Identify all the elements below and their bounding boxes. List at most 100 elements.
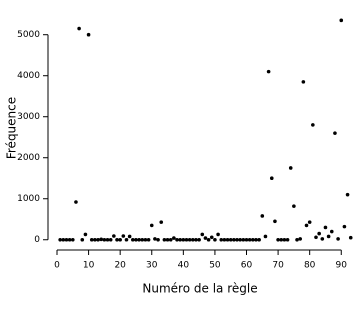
point [118,237,122,242]
y-tick-label: 4000 [17,71,40,81]
point [317,231,321,236]
point [232,237,236,242]
point [93,237,97,242]
x-tick-label: 60 [241,261,253,271]
point [80,237,85,242]
point [131,237,135,242]
point [165,237,170,242]
point [153,237,157,241]
x-tick-label: 40 [178,261,190,271]
point [251,237,255,242]
point [86,32,91,37]
y-tick-label: 1000 [17,194,40,204]
point [105,237,110,242]
point [162,237,167,242]
point [244,237,249,242]
point [222,237,227,242]
x-tick-label: 30 [146,261,158,271]
point [140,237,145,242]
x-tick-label: 90 [336,261,348,271]
point [137,237,141,242]
point [279,237,284,242]
point [156,237,160,242]
point [263,234,268,239]
point [260,214,265,218]
point [96,237,100,242]
point [282,237,287,242]
point [194,237,198,242]
point [89,237,94,242]
point [146,237,151,242]
point [175,237,179,242]
point [241,237,246,242]
point [235,237,239,242]
point [216,232,220,237]
point [273,219,277,224]
point [200,232,205,237]
point [112,234,116,238]
point [295,237,299,242]
point [329,229,334,234]
point [219,237,224,242]
point [172,236,176,240]
point [285,237,290,242]
point [134,237,138,242]
point [339,18,344,23]
point [108,237,113,242]
point [70,237,75,242]
point [67,237,72,242]
point [77,26,81,31]
x-tick-label: 80 [304,261,316,271]
point [276,237,280,242]
point [64,237,69,242]
point [206,237,211,242]
y-tick-label: 2000 [17,153,40,163]
x-axis-title: Numéro de la règle [142,282,257,296]
point [298,237,303,241]
point [191,237,195,242]
point [228,237,233,242]
point [99,237,104,242]
point [336,237,340,241]
y-tick-label: 5000 [17,30,40,40]
x-tick-label: 50 [209,261,221,271]
point [127,234,132,239]
point [203,236,208,240]
point [143,237,148,242]
point [168,237,173,242]
x-tick-label: 70 [272,261,284,271]
point [209,235,214,240]
point [178,237,182,242]
point [311,123,315,127]
point [115,237,119,242]
point [342,224,347,229]
point [269,176,274,181]
point [149,223,154,228]
point [187,237,192,242]
point [301,80,306,84]
point [58,237,62,242]
point [159,220,164,224]
point [102,237,107,242]
x-tick-label: 0 [54,261,60,271]
point [213,237,217,242]
x-tick-label: 10 [83,261,95,271]
point [121,234,126,238]
point [238,237,242,242]
point [288,166,293,170]
point [247,237,252,242]
y-axis-title: Fréquence [5,97,19,159]
point [124,237,129,242]
y-tick-label: 3000 [17,112,40,122]
point [197,237,201,242]
point [254,237,258,242]
point [184,237,189,242]
point [225,237,230,242]
point [323,225,328,230]
y-tick-label: 0 [34,235,40,245]
point [292,204,296,208]
point [61,237,66,242]
point [326,234,331,239]
